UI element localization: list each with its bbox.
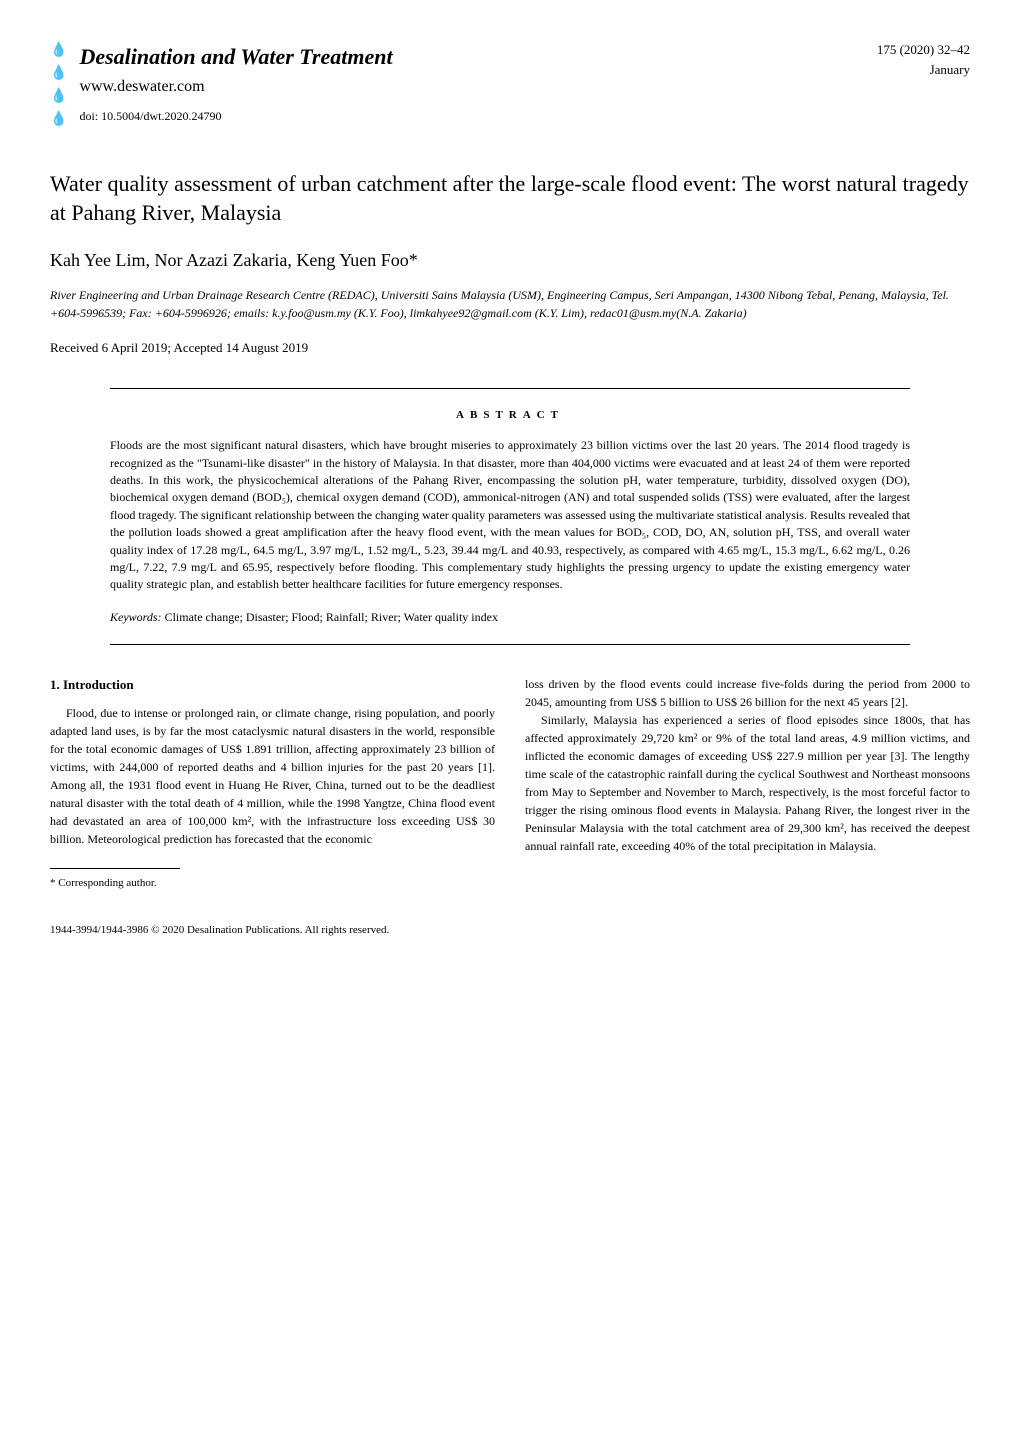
column-left: 1. Introduction Flood, due to intense or…: [50, 675, 495, 892]
journal-info-block: Desalination and Water Treatment www.des…: [79, 40, 392, 125]
droplet-icon: 💧: [50, 86, 67, 107]
droplet-icon: 💧: [50, 109, 67, 130]
authors: Kah Yee Lim, Nor Azazi Zakaria, Keng Yue…: [50, 247, 970, 274]
droplet-icon: 💧: [50, 40, 67, 61]
abstract-heading: abstract: [50, 407, 970, 424]
keywords-label: Keywords:: [110, 610, 162, 624]
journal-logo: 💧 💧 💧 💧: [50, 40, 67, 130]
doi-text: doi: 10.5004/dwt.2020.24790: [79, 107, 392, 125]
header-left: 💧 💧 💧 💧 Desalination and Water Treatment…: [50, 40, 393, 130]
keywords-text: Climate change; Disaster; Flood; Rainfal…: [162, 610, 498, 624]
droplet-icon: 💧: [50, 63, 67, 84]
received-accepted-dates: Received 6 April 2019; Accepted 14 Augus…: [50, 338, 970, 358]
divider-top: [110, 388, 910, 389]
keywords-line: Keywords: Climate change; Disaster; Floo…: [110, 608, 910, 626]
column-right: loss driven by the flood events could in…: [525, 675, 970, 892]
intro-paragraph-2b: Similarly, Malaysia has experienced a se…: [525, 711, 970, 855]
header-right: 175 (2020) 32–42 January: [877, 40, 970, 79]
intro-paragraph-2a: loss driven by the flood events could in…: [525, 675, 970, 711]
journal-url: www.deswater.com: [79, 75, 392, 99]
copyright-line: 1944-3994/1944-3986 © 2020 Desalination …: [50, 922, 970, 939]
body-columns: 1. Introduction Flood, due to intense or…: [50, 675, 970, 892]
page-header: 💧 💧 💧 💧 Desalination and Water Treatment…: [50, 40, 970, 130]
divider-bottom: [110, 644, 910, 645]
intro-paragraph-1: Flood, due to intense or prolonged rain,…: [50, 704, 495, 848]
affiliation: River Engineering and Urban Drainage Res…: [50, 286, 970, 322]
issue-month: January: [877, 60, 970, 80]
corresponding-author-footnote: * Corresponding author.: [50, 875, 495, 892]
abstract-text: Floods are the most significant natural …: [110, 437, 910, 594]
journal-title: Desalination and Water Treatment: [79, 40, 392, 73]
section-1-heading: 1. Introduction: [50, 675, 495, 695]
issue-info: 175 (2020) 32–42: [877, 40, 970, 60]
article-title: Water quality assessment of urban catchm…: [50, 170, 970, 227]
footnote-rule: [50, 868, 180, 869]
